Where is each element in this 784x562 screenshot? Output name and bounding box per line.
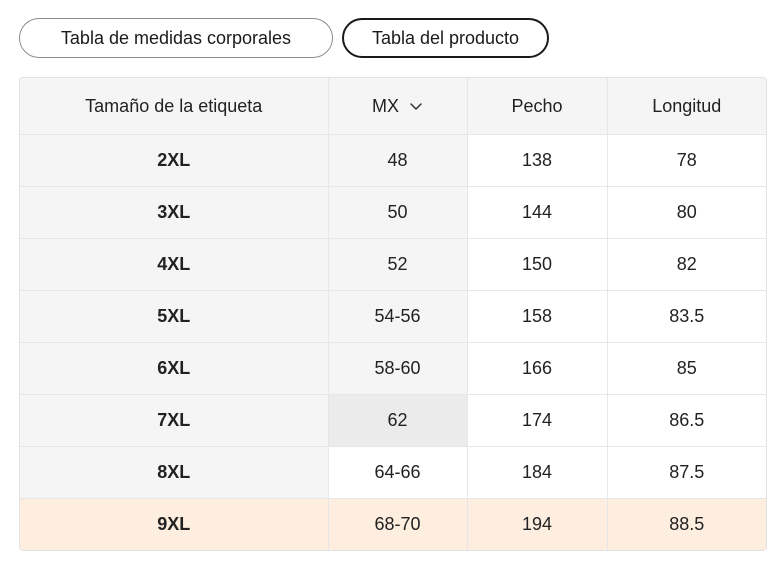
- chevron-down-icon: [410, 103, 422, 110]
- tab-body-measurements[interactable]: Tabla de medidas corporales: [19, 18, 333, 58]
- size-label-cell: 7XL: [20, 394, 329, 447]
- size-label-cell: 3XL: [20, 186, 329, 239]
- chest-cell: 166: [467, 342, 608, 395]
- size-chart-tabs: Tabla de medidas corporales Tabla del pr…: [19, 18, 549, 58]
- chest-cell: 194: [467, 498, 608, 550]
- table-row: 2XL 48 138 78: [20, 134, 766, 187]
- length-cell: 87.5: [607, 446, 766, 499]
- table-row: 6XL 58-60 166 85: [20, 342, 766, 395]
- size-label-cell: 4XL: [20, 238, 329, 291]
- length-cell: 88.5: [607, 498, 766, 550]
- mx-cell: 52: [328, 238, 468, 291]
- chest-cell: 138: [467, 134, 608, 187]
- chest-cell: 144: [467, 186, 608, 239]
- table-row: 8XL 64-66 184 87.5: [20, 446, 766, 499]
- table-row: 3XL 50 144 80: [20, 186, 766, 239]
- length-cell: 85: [607, 342, 766, 395]
- tab-product-measurements[interactable]: Tabla del producto: [342, 18, 549, 58]
- table-row: 7XL 62 174 86.5: [20, 394, 766, 447]
- size-label-cell: 5XL: [20, 290, 329, 343]
- header-mx[interactable]: MX: [328, 78, 468, 135]
- header-length: Longitud: [607, 78, 766, 135]
- chest-cell: 174: [467, 394, 608, 447]
- mx-cell: 54-56: [328, 290, 468, 343]
- mx-size-selector[interactable]: MX: [372, 96, 423, 117]
- size-label-cell: 6XL: [20, 342, 329, 395]
- mx-cell: 68-70: [328, 498, 468, 550]
- mx-cell: 50: [328, 186, 468, 239]
- mx-cell: 62: [328, 394, 468, 447]
- size-label-cell: 8XL: [20, 446, 329, 499]
- chest-cell: 158: [467, 290, 608, 343]
- length-cell: 82: [607, 238, 766, 291]
- length-cell: 83.5: [607, 290, 766, 343]
- mx-cell: 64-66: [328, 446, 468, 499]
- mx-cell: 58-60: [328, 342, 468, 395]
- header-chest: Pecho: [467, 78, 608, 135]
- mx-label: MX: [372, 95, 399, 116]
- size-table: Tamaño de la etiqueta MX Pecho Longitud …: [19, 77, 767, 551]
- length-cell: 78: [607, 134, 766, 187]
- mx-cell: 48: [328, 134, 468, 187]
- table-row: 4XL 52 150 82: [20, 238, 766, 291]
- length-cell: 86.5: [607, 394, 766, 447]
- chest-cell: 184: [467, 446, 608, 499]
- size-label-cell: 9XL: [20, 498, 329, 550]
- table-header-row: Tamaño de la etiqueta MX Pecho Longitud: [20, 78, 766, 135]
- table-row: 5XL 54-56 158 83.5: [20, 290, 766, 343]
- size-label-cell: 2XL: [20, 134, 329, 187]
- header-tag-size: Tamaño de la etiqueta: [20, 78, 329, 135]
- length-cell: 80: [607, 186, 766, 239]
- chest-cell: 150: [467, 238, 608, 291]
- table-row-highlighted: 9XL 68-70 194 88.5: [20, 498, 766, 550]
